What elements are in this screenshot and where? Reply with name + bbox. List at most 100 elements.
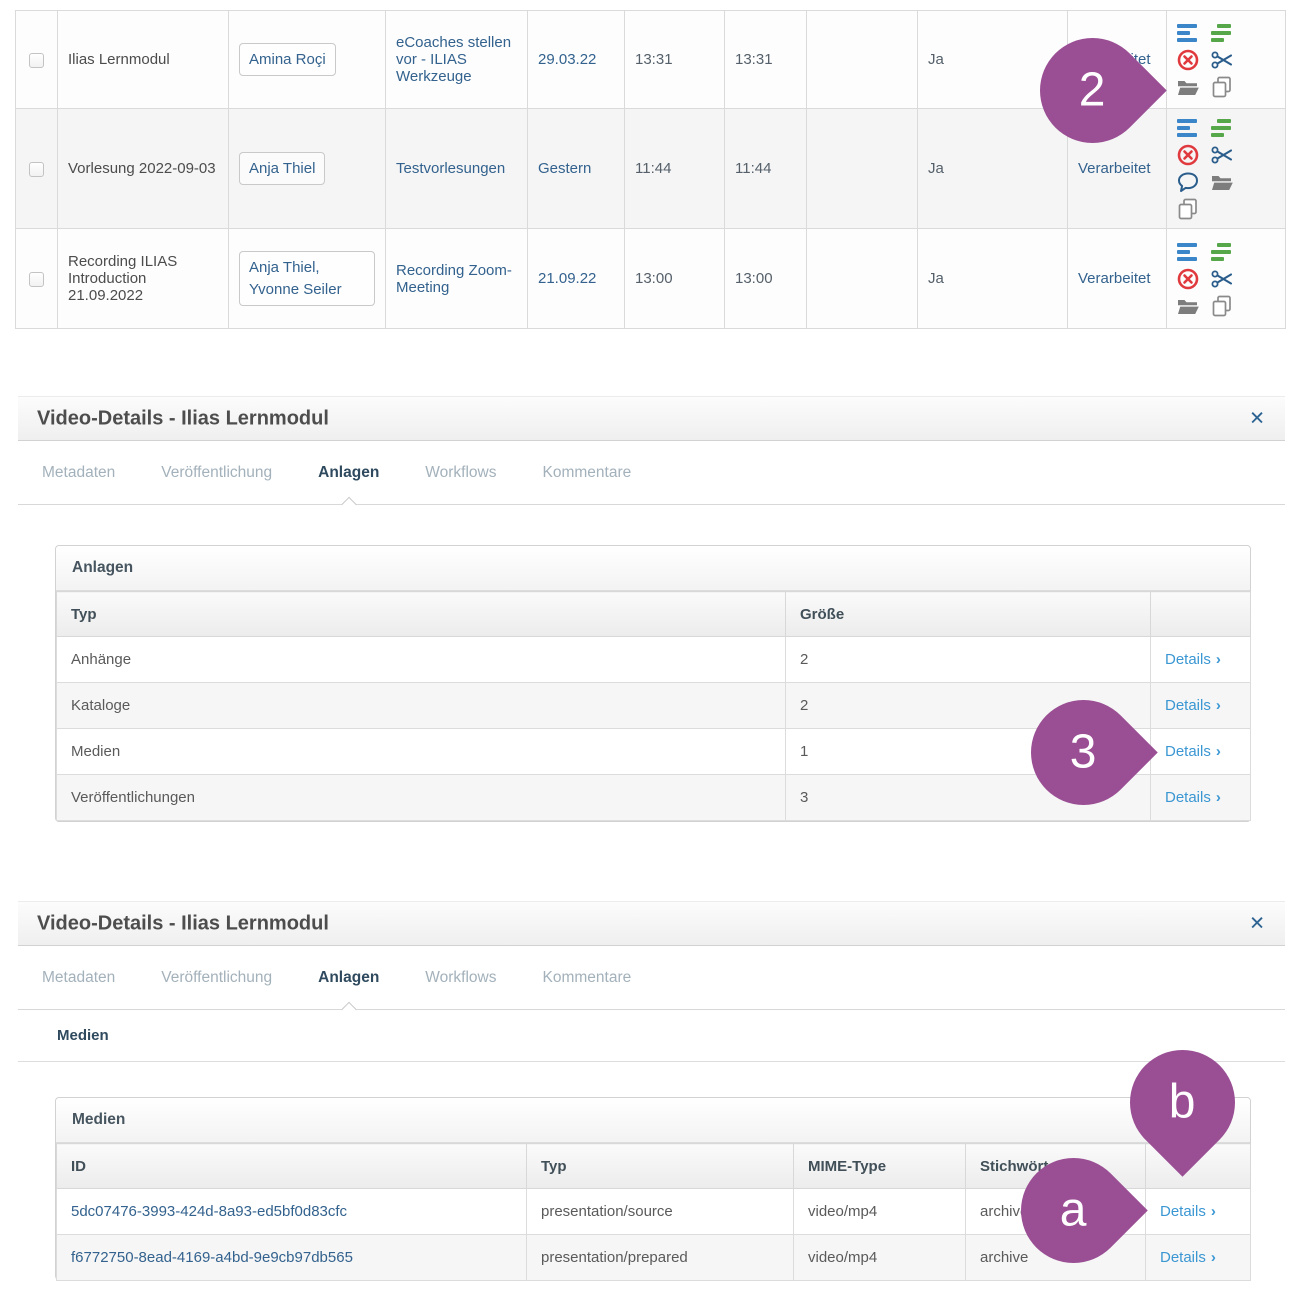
row-checkbox[interactable] [29, 52, 44, 68]
duplicate-icon[interactable] [1177, 198, 1199, 220]
asset-type: Kataloge [56, 682, 786, 729]
duplicate-icon[interactable] [1211, 295, 1233, 317]
annotation-label: b [1169, 1075, 1196, 1129]
column-header-typ: Typ [56, 591, 786, 637]
media-type: presentation/source [526, 1188, 794, 1235]
event-details-icon[interactable] [1177, 241, 1199, 263]
cut-editor-icon[interactable] [1211, 49, 1233, 71]
delete-icon[interactable] [1177, 49, 1199, 71]
status-link[interactable]: Verarbeitet [1078, 160, 1151, 177]
tab-metadaten[interactable]: Metadaten [42, 968, 116, 986]
row-actions [1177, 117, 1275, 220]
asset-size: 3 [785, 774, 1151, 821]
assets-folder-icon[interactable] [1211, 171, 1233, 193]
chevron-right-icon: › [1215, 789, 1221, 806]
assets-folder-icon[interactable] [1177, 76, 1199, 98]
chevron-right-icon: › [1215, 743, 1221, 760]
location-cell [806, 108, 918, 229]
modal-tabbar: Metadaten Veröffentlichung Anlagen Workf… [18, 946, 1285, 1018]
end-time: 13:31 [724, 10, 807, 109]
presenter-badge[interactable]: Amina Roçi [239, 42, 336, 77]
event-title: Vorlesung 2022-09-03 [57, 108, 229, 229]
table-row: Medien 1 Details › [56, 728, 1251, 775]
breadcrumb-medien[interactable]: Medien [57, 1027, 109, 1044]
delete-icon[interactable] [1177, 268, 1199, 290]
series-details-icon[interactable] [1211, 22, 1233, 44]
details-link[interactable]: Details › [1165, 651, 1221, 668]
table-row: Anhänge 2 Details › [56, 636, 1251, 683]
table-row: Veröffentlichungen 3 Details › [56, 774, 1251, 821]
modal-header: Video-Details - Ilias Lernmodul ✕ [18, 901, 1285, 946]
event-details-icon[interactable] [1177, 117, 1199, 139]
tab-metadaten[interactable]: Metadaten [42, 463, 116, 481]
series-link[interactable]: eCoaches stellen vor - ILIAS Werkzeuge [396, 34, 512, 85]
tab-anlagen[interactable]: Anlagen [318, 441, 379, 513]
tab-veroeffentlichung[interactable]: Veröffentlichung [161, 968, 273, 986]
comments-icon[interactable] [1177, 171, 1199, 193]
delete-icon[interactable] [1177, 144, 1199, 166]
series-details-icon[interactable] [1211, 241, 1233, 263]
anlagen-panel-title: Anlagen [56, 546, 1250, 591]
presenter-badge[interactable]: Anja Thiel [239, 151, 326, 186]
published-cell: Ja [917, 108, 1068, 229]
tab-anlagen[interactable]: Anlagen [318, 946, 379, 1018]
duplicate-icon[interactable] [1211, 76, 1233, 98]
series-link[interactable]: Testvorlesungen [396, 160, 506, 177]
table-row: f6772750-8ead-4169-a4bd-9e9cb97db565 pre… [56, 1234, 1251, 1281]
events-table: Ilias Lernmodul Amina Roçi eCoaches stel… [15, 10, 1286, 329]
media-mime: video/mp4 [793, 1234, 966, 1281]
column-header-typ: Typ [526, 1143, 794, 1189]
details-link-medien[interactable]: Details › [1165, 743, 1221, 760]
tab-kommentare[interactable]: Kommentare [542, 463, 632, 481]
close-icon[interactable]: ✕ [1249, 913, 1265, 934]
event-date: 21.09.22 [538, 270, 597, 287]
location-cell [806, 10, 918, 109]
chevron-right-icon: › [1210, 1249, 1216, 1266]
media-id-link[interactable]: 5dc07476-3993-424d-8a93-ed5bf0d83cfc [71, 1203, 348, 1220]
details-link-media-row1[interactable]: Details › [1160, 1203, 1216, 1220]
media-id-link[interactable]: f6772750-8ead-4169-a4bd-9e9cb97db565 [71, 1249, 353, 1266]
modal-tabbar: Metadaten Veröffentlichung Anlagen Workf… [18, 441, 1285, 513]
cut-editor-icon[interactable] [1211, 144, 1233, 166]
tab-kommentare[interactable]: Kommentare [542, 968, 632, 986]
tab-workflows[interactable]: Workflows [425, 968, 497, 986]
column-header-groesse: Größe [785, 591, 1151, 637]
presenter-badge[interactable]: Anja Thiel, Yvonne Seiler [239, 250, 375, 307]
active-tab-notch [340, 496, 357, 513]
close-icon[interactable]: ✕ [1249, 408, 1265, 429]
start-time: 11:44 [624, 108, 725, 229]
details-link-media-row2[interactable]: Details › [1160, 1249, 1216, 1266]
asset-size: 2 [785, 636, 1151, 683]
event-date: 29.03.22 [538, 51, 597, 68]
annotation-label: 2 [1079, 63, 1106, 117]
row-checkbox[interactable] [29, 161, 44, 177]
tab-veroeffentlichung[interactable]: Veröffentlichung [161, 463, 273, 481]
asset-type: Veröffentlichungen [56, 774, 786, 821]
start-time: 13:31 [624, 10, 725, 109]
column-header-empty [1145, 1143, 1251, 1189]
row-actions [1177, 241, 1275, 317]
event-details-icon[interactable] [1177, 22, 1199, 44]
column-header-id: ID [56, 1143, 527, 1189]
details-link[interactable]: Details › [1165, 697, 1221, 714]
assets-folder-icon[interactable] [1177, 295, 1199, 317]
anlagen-table: Typ Größe Anhänge 2 Details › Kataloge 2 … [56, 591, 1251, 821]
end-time: 11:44 [724, 108, 807, 229]
annotation-label: 3 [1070, 725, 1097, 779]
series-details-icon[interactable] [1211, 117, 1233, 139]
table-row: Ilias Lernmodul Amina Roçi eCoaches stel… [15, 10, 1286, 109]
tab-workflows[interactable]: Workflows [425, 463, 497, 481]
chevron-right-icon: › [1215, 697, 1221, 714]
series-link[interactable]: Recording Zoom-Meeting [396, 261, 512, 296]
table-row: Recording ILIAS Introduction 21.09.2022 … [15, 228, 1286, 329]
chevron-right-icon: › [1210, 1203, 1216, 1220]
published-cell: Ja [917, 228, 1068, 329]
location-cell [806, 228, 918, 329]
details-link[interactable]: Details › [1165, 789, 1221, 806]
row-checkbox[interactable] [29, 271, 44, 287]
column-header-empty [1150, 591, 1251, 637]
status-link[interactable]: Verarbeitet [1078, 270, 1151, 287]
cut-editor-icon[interactable] [1211, 268, 1233, 290]
asset-type: Anhänge [56, 636, 786, 683]
